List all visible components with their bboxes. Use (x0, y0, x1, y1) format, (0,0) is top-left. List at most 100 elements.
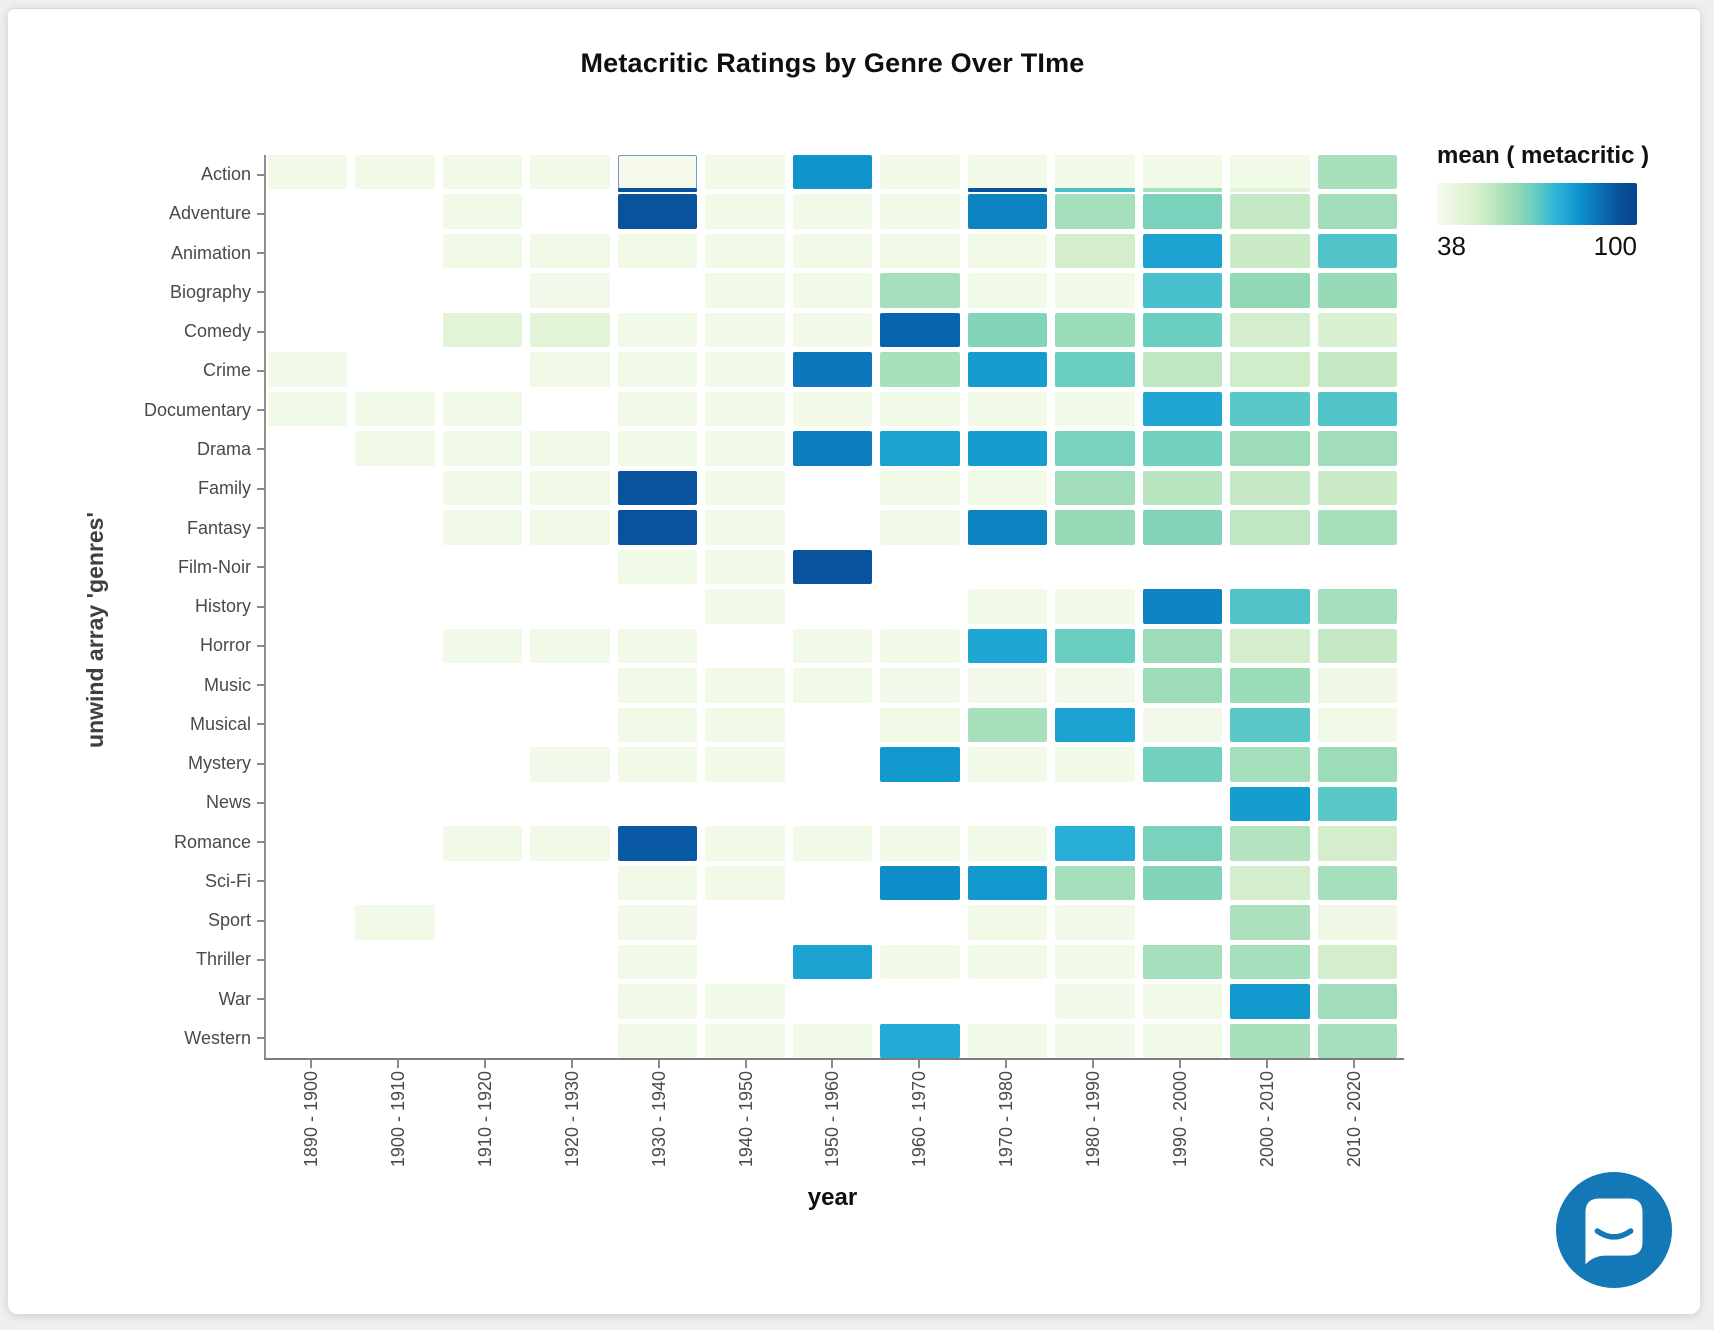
heatmap-cell[interactable] (705, 668, 785, 703)
heatmap-cell[interactable] (617, 155, 698, 193)
heatmap-cell[interactable] (792, 826, 873, 861)
heatmap-cell[interactable] (705, 589, 785, 624)
heatmap-cell[interactable] (880, 391, 960, 427)
heatmap-cell[interactable] (705, 470, 785, 506)
heatmap-cell[interactable] (705, 273, 785, 308)
heatmap-cell[interactable] (442, 431, 523, 466)
heatmap-cell[interactable] (1055, 905, 1135, 940)
heatmap-cell[interactable] (1142, 510, 1223, 545)
heatmap-cell[interactable] (705, 747, 785, 782)
heatmap-cell[interactable] (1055, 470, 1135, 506)
heatmap-cell[interactable] (880, 707, 960, 743)
heatmap-cell[interactable] (792, 628, 873, 664)
heatmap-cell[interactable] (967, 352, 1048, 387)
heatmap-cell[interactable] (967, 431, 1048, 466)
heatmap-cell[interactable] (442, 233, 523, 269)
heatmap-cell[interactable] (1055, 944, 1135, 980)
heatmap-cell[interactable] (880, 312, 960, 348)
heatmap-cell[interactable] (792, 155, 873, 190)
heatmap-cell[interactable] (617, 194, 698, 229)
heatmap-cell[interactable] (967, 628, 1048, 664)
heatmap-cell[interactable] (1317, 273, 1397, 308)
heatmap-cell[interactable] (617, 747, 698, 782)
heatmap-cell[interactable] (530, 628, 610, 664)
heatmap-cell[interactable] (705, 984, 785, 1019)
heatmap-cell[interactable] (1055, 984, 1135, 1019)
heatmap-cell[interactable] (705, 431, 785, 466)
heatmap-cell[interactable] (442, 391, 523, 427)
heatmap-cell[interactable] (1142, 431, 1223, 466)
heatmap-cell[interactable] (1317, 628, 1397, 664)
heatmap-cell[interactable] (617, 865, 698, 901)
heatmap-cell[interactable] (1317, 668, 1397, 703)
heatmap-cell[interactable] (355, 391, 435, 427)
heatmap-cell[interactable] (1142, 628, 1223, 664)
heatmap-cell[interactable] (1230, 786, 1310, 822)
heatmap-cell[interactable] (967, 1023, 1048, 1058)
heatmap-cell[interactable] (1230, 312, 1310, 348)
heatmap-cell[interactable] (1230, 155, 1310, 193)
heatmap-cell[interactable] (1317, 391, 1397, 427)
heatmap-cell[interactable] (530, 510, 610, 545)
heatmap-cell[interactable] (617, 352, 698, 387)
heatmap-cell[interactable] (617, 312, 698, 348)
heatmap-cell[interactable] (880, 352, 960, 387)
heatmap-cell[interactable] (792, 273, 873, 308)
heatmap-cell[interactable] (1142, 984, 1223, 1019)
heatmap-cell[interactable] (1317, 194, 1397, 229)
heatmap-cell[interactable] (268, 352, 348, 387)
heatmap-cell[interactable] (1230, 470, 1310, 506)
heatmap-cell[interactable] (1142, 233, 1223, 269)
heatmap-cell[interactable] (530, 233, 610, 269)
heatmap-cell[interactable] (1055, 628, 1135, 664)
heatmap-cell[interactable] (705, 1023, 785, 1058)
heatmap-cell[interactable] (1317, 826, 1397, 861)
heatmap-cell[interactable] (1055, 707, 1135, 743)
heatmap-cell[interactable] (705, 352, 785, 387)
heatmap-cell[interactable] (617, 984, 698, 1019)
heatmap-cell[interactable] (1230, 194, 1310, 229)
heatmap-cell[interactable] (880, 233, 960, 269)
heatmap-cell[interactable] (880, 155, 960, 190)
heatmap-cell[interactable] (1230, 1023, 1310, 1058)
heatmap-cell[interactable] (967, 747, 1048, 782)
heatmap-cell[interactable] (705, 391, 785, 427)
heatmap-cell[interactable] (1230, 391, 1310, 427)
heatmap-cell[interactable] (1142, 944, 1223, 980)
heatmap-cell[interactable] (1317, 786, 1397, 822)
heatmap-cell[interactable] (1230, 589, 1310, 624)
heatmap-cell[interactable] (1230, 510, 1310, 545)
heatmap-cell[interactable] (880, 747, 960, 782)
heatmap-cell[interactable] (705, 312, 785, 348)
heatmap-cell[interactable] (1317, 865, 1397, 901)
heatmap-cell[interactable] (1317, 1023, 1397, 1058)
heatmap-cell[interactable] (1055, 194, 1135, 229)
heatmap-cell[interactable] (967, 589, 1048, 624)
heatmap-cell[interactable] (530, 470, 610, 506)
heatmap-cell[interactable] (530, 826, 610, 861)
heatmap-cell[interactable] (1055, 391, 1135, 427)
heatmap-cell[interactable] (1317, 944, 1397, 980)
heatmap-cell[interactable] (967, 668, 1048, 703)
heatmap-cell[interactable] (1142, 470, 1223, 506)
heatmap-cell[interactable] (530, 747, 610, 782)
heatmap-cell[interactable] (1055, 233, 1135, 269)
heatmap-cell[interactable] (792, 233, 873, 269)
heatmap-cell[interactable] (792, 194, 873, 229)
heatmap-cell[interactable] (880, 944, 960, 980)
heatmap-cell[interactable] (880, 668, 960, 703)
heatmap-cell[interactable] (792, 312, 873, 348)
heatmap-cell[interactable] (1142, 273, 1223, 308)
heatmap-cell[interactable] (1317, 707, 1397, 743)
heatmap-cell[interactable] (1317, 155, 1397, 190)
heatmap-cell[interactable] (1317, 510, 1397, 545)
heatmap-cell[interactable] (1055, 312, 1135, 348)
heatmap-cell[interactable] (1230, 273, 1310, 308)
heatmap-cell[interactable] (880, 470, 960, 506)
heatmap-cell[interactable] (617, 628, 698, 664)
heatmap-cell[interactable] (1142, 747, 1223, 782)
heatmap-cell[interactable] (1230, 944, 1310, 980)
heatmap-cell[interactable] (1142, 352, 1223, 387)
heatmap-cell[interactable] (617, 1023, 698, 1058)
heatmap-cell[interactable] (705, 865, 785, 901)
